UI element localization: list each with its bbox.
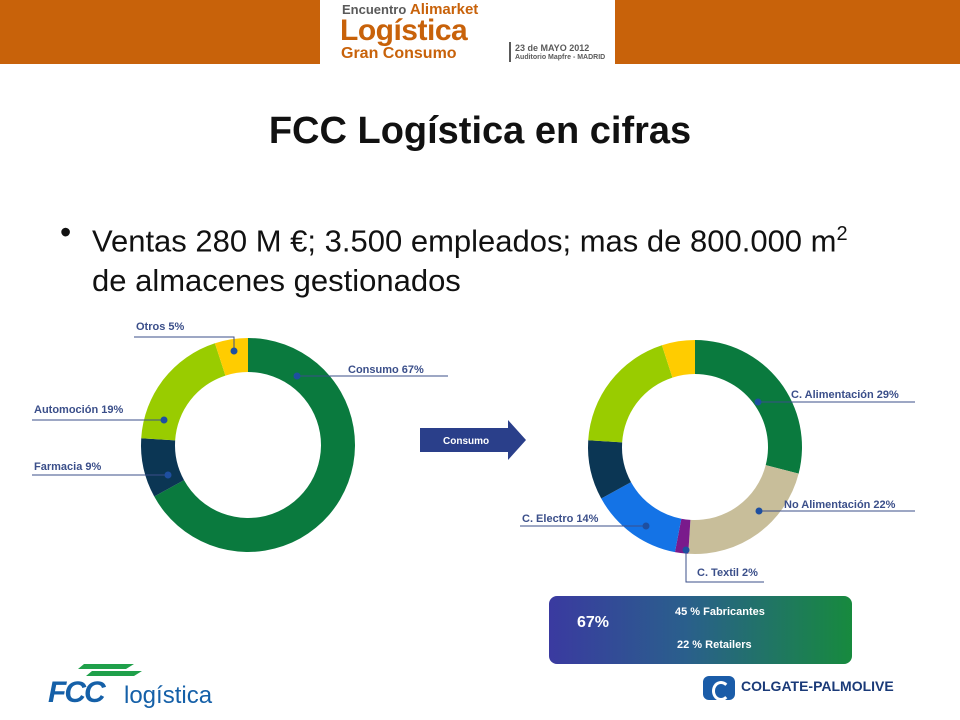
fcc-logistica-logo: FCC logística: [48, 664, 212, 712]
colgate-c-icon: [703, 676, 735, 701]
leader-dot-7: [642, 522, 650, 530]
slice-label-7: C. Electro 14%: [522, 513, 599, 525]
donut2-slice-5: [588, 345, 673, 443]
label-leaders: [32, 336, 915, 583]
donut1-slice-0: [154, 338, 355, 552]
donut2-slice-1: [688, 465, 799, 554]
slice-label-4: C. Alimentación 29%: [791, 389, 899, 401]
leader-line-3: [134, 336, 235, 351]
event-prefix-text: Encuentro: [342, 2, 407, 17]
slice-label-2: Automoción 19%: [34, 404, 123, 416]
event-prefix: Encuentro Alimarket: [342, 1, 478, 18]
slice-label-5: No Alimentación 22%: [784, 499, 896, 511]
donut1-slice-1: [140, 438, 185, 497]
leader-line-6: [685, 550, 764, 583]
leader-dot-6: [682, 546, 690, 554]
event-title: Logística: [340, 14, 468, 47]
bullet-text-part2: de almacenes gestionados: [92, 263, 461, 299]
fcc-mark: FCC: [48, 676, 106, 709]
donut2-slice-0: [695, 340, 802, 474]
slice-label-0: Consumo 67%: [348, 364, 424, 376]
donut2-slice-2: [674, 518, 691, 554]
slice-labels: Consumo 67% Farmacia 9% Automoción 19% Otro…: [34, 321, 899, 579]
summary-box: 67% 45 % Fabricantes 22 % Retailers: [549, 596, 852, 664]
colgate-wordmark: COLGATE-PALMOLIVE: [741, 678, 894, 694]
summary-line-retailers: 22 % Retailers: [677, 639, 752, 651]
event-banner: Encuentro Alimarket Logística Gran Consu…: [0, 0, 960, 64]
slice-label-3: Otros 5%: [136, 321, 185, 333]
bullet-marker: •: [60, 214, 72, 250]
leader-dot-5: [755, 507, 763, 515]
event-subtitle: Gran Consumo: [341, 45, 457, 62]
donut2-slice-3: [601, 482, 682, 553]
bullet-superscript: 2: [836, 223, 848, 245]
slice-label-6: C. Textil 2%: [697, 567, 758, 579]
leader-dot-1: [164, 471, 172, 479]
leader-dot-3: [230, 347, 238, 355]
event-brand: Alimarket: [409, 1, 479, 18]
leader-dot-4: [754, 398, 762, 406]
donut-chart-consumo: [587, 339, 802, 554]
summary-line-fabricantes: 45 % Fabricantes: [675, 606, 765, 618]
summary-percent: 67%: [577, 614, 610, 631]
consumo-arrow-shape: [420, 420, 526, 460]
event-divider: [509, 42, 511, 62]
leader-dot-0: [293, 372, 301, 380]
event-venue: Auditorio Mapfre - MADRID: [515, 54, 606, 61]
fcc-stripes-icon: [78, 664, 142, 676]
event-logo: [320, 0, 615, 64]
donut2-slice-6: [661, 339, 695, 378]
leader-dot-2: [160, 416, 168, 424]
bullet-text: Ventas 280 M €; 3.500 empleados; mas de …: [92, 214, 852, 301]
consumo-arrow-label: Consumo: [443, 436, 489, 447]
slide-title: FCC Logística en cifras: [268, 110, 692, 152]
fcc-wordmark: logística: [124, 682, 213, 709]
donut-chart-sectors: [140, 337, 355, 552]
event-date: 23 de MAYO 2012: [515, 43, 590, 53]
consumo-arrow: Consumo: [420, 420, 526, 460]
donut2-slice-4: [587, 440, 632, 499]
donut1-slice-2: [141, 343, 226, 441]
bullet-text-part1: Ventas 280 M €; 3.500 empleados; mas de …: [92, 223, 837, 259]
colgate-palmolive-logo: COLGATE-PALMOLIVE: [703, 676, 933, 701]
slice-label-1: Farmacia 9%: [34, 461, 101, 473]
donut1-slice-3: [214, 337, 248, 376]
